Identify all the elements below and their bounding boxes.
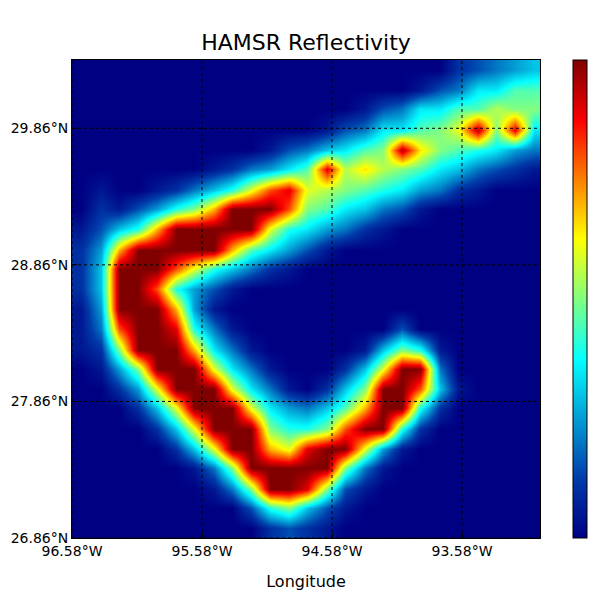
svg-text:95.58°W: 95.58°W [172, 543, 233, 559]
svg-text:93.58°W: 93.58°W [432, 543, 493, 559]
svg-text:96.58°W: 96.58°W [42, 543, 103, 559]
svg-text:27.86°N: 27.86°N [11, 393, 69, 409]
svg-text:Longitude: Longitude [266, 572, 346, 591]
svg-text:26.86°N: 26.86°N [11, 530, 69, 546]
svg-text:94.58°W: 94.58°W [302, 543, 363, 559]
svg-text:HAMSR Reflectivity: HAMSR Reflectivity [201, 30, 411, 55]
svg-text:29.86°N: 29.86°N [11, 120, 69, 136]
svg-text:28.86°N: 28.86°N [11, 257, 69, 273]
